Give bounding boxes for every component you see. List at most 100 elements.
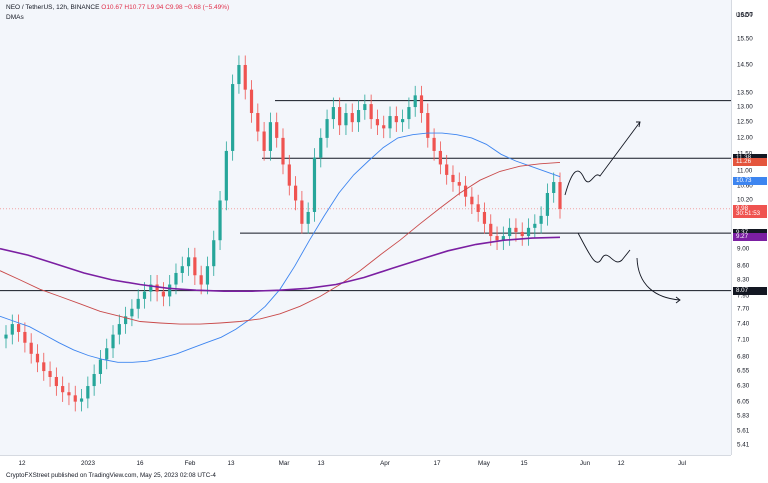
time-tick-label: Feb <box>184 460 196 467</box>
candle-body <box>482 211 487 224</box>
candle-body <box>382 125 386 129</box>
price-tick-label: 10.20 <box>737 196 753 204</box>
candle-body <box>338 107 342 126</box>
candle-body <box>325 119 329 138</box>
candle-body <box>293 185 298 201</box>
candle-body <box>457 182 461 186</box>
candle-body <box>438 150 442 165</box>
candle-body <box>168 284 172 297</box>
candle-body <box>407 107 411 120</box>
time-tick-label: May <box>478 460 490 467</box>
indicator-label: DMAs <box>6 14 24 21</box>
candle-body <box>4 334 8 339</box>
bearish-scenario-arrow <box>577 232 631 263</box>
candle-body <box>73 395 77 402</box>
candle-body <box>10 324 14 335</box>
candle-body <box>48 371 52 377</box>
candle-body <box>136 298 140 309</box>
time-axis[interactable]: 12 2023 16 Feb 13 Mar 13 Apr 17 May 15 Jun 12 Jul <box>0 455 731 472</box>
candle-body <box>98 359 103 375</box>
chart-header: NEO / TetherUS, 12h, BINANCE O10.67 H10.… <box>6 4 229 11</box>
time-tick-label: Jul <box>677 460 687 467</box>
price-tick-label: 6.55 <box>737 367 750 375</box>
chart-plot-area[interactable]: NEO / TetherUS, 12h, BINANCE O10.67 H10.… <box>0 0 731 455</box>
candle-body <box>388 116 392 129</box>
candle-body <box>212 240 216 267</box>
ma-blue-line <box>0 132 561 363</box>
candle-body <box>16 324 21 332</box>
time-tick-label: 2023 <box>80 460 96 467</box>
candle-body <box>54 376 58 387</box>
candle-body <box>218 200 222 241</box>
price-tick-label: 5.41 <box>737 441 750 449</box>
candle-body <box>111 334 115 349</box>
candle-body <box>344 113 348 126</box>
candle-body <box>268 122 273 151</box>
price-tick-label: 6.05 <box>737 398 750 406</box>
time-tick-label: 13 <box>227 460 235 467</box>
candle-body <box>350 113 354 123</box>
price-tick-label: 13.00 <box>737 103 753 111</box>
bullish-scenario-arrow <box>564 121 641 196</box>
price-tick-label: 15.50 <box>737 35 753 43</box>
candle-body <box>432 137 436 151</box>
candle-body <box>117 324 121 335</box>
time-tick-label: 17 <box>433 460 441 467</box>
arrow-head <box>636 121 641 128</box>
price-tick-label: 13.50 <box>737 89 753 96</box>
candle-body <box>463 185 468 197</box>
candle-body <box>249 89 254 114</box>
candle-body <box>426 113 430 138</box>
candle-body <box>312 157 317 212</box>
price-tag: 11.38 <box>733 154 767 163</box>
price-tick-label: 12.50 <box>737 118 753 126</box>
candle-body <box>92 374 96 387</box>
price-tick-label: 11.00 <box>737 167 753 175</box>
candle-body <box>142 291 147 299</box>
candle-body <box>356 110 361 123</box>
candle-body <box>79 398 84 402</box>
price-axis[interactable]: USDT 16.50 15.50 14.50 13.50 13.00 12.50 12.00… <box>731 0 768 455</box>
candle-body <box>445 164 449 175</box>
axis-unit-label: USDT <box>736 12 754 19</box>
candle-body <box>300 200 304 224</box>
candle-body <box>231 84 235 151</box>
candle-body <box>155 284 159 292</box>
candle-body <box>105 348 109 360</box>
publisher-credit: CryptoFXStreet published on TradingView.… <box>6 472 216 479</box>
price-tag: 9.37 <box>733 229 767 238</box>
price-tag: 9.98 <box>733 204 767 213</box>
candle-body <box>558 182 562 209</box>
candle-body <box>199 275 203 285</box>
candle-body <box>174 272 178 285</box>
candle-body <box>526 227 531 237</box>
footer: CryptoFXStreet published on TradingView.… <box>0 471 768 483</box>
arrow-head <box>675 296 681 304</box>
candle-body <box>262 131 266 151</box>
candle-body <box>29 342 33 354</box>
price-tick-label: 7.40 <box>737 320 750 328</box>
candle-body <box>470 196 474 205</box>
candle-body <box>369 104 373 120</box>
price-tag: 30:51:53 <box>733 209 767 218</box>
candle-body <box>186 257 191 267</box>
bearish-target-arrow <box>636 257 681 301</box>
candle-body <box>23 331 27 343</box>
candle-body <box>130 308 134 317</box>
candle-body <box>124 316 128 325</box>
symbol-label: NEO / TetherUS, 12h, BINANCE <box>6 4 100 11</box>
candle-body <box>451 174 455 183</box>
price-tick-label: 6.80 <box>737 353 750 361</box>
ma-purple-line <box>0 236 561 293</box>
price-tag: 11.26 <box>733 158 767 167</box>
price-tag: 9.27 <box>733 233 767 242</box>
candle-body <box>180 266 184 273</box>
time-tick-label: 13 <box>317 460 325 467</box>
candle-body <box>545 192 550 216</box>
price-tick-label: 5.83 <box>737 412 750 420</box>
price-tag: 10.73 <box>733 176 767 185</box>
candle-body <box>501 236 505 241</box>
candle-body <box>205 266 210 285</box>
candle-body <box>161 291 165 297</box>
candle-body <box>35 353 40 363</box>
